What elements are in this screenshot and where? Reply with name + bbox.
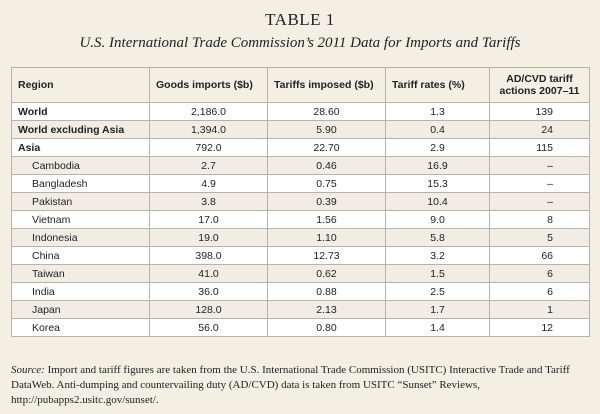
goods-imports-cell: 19.0 [149,228,268,247]
table-row: Cambodia 2.7 0.46 16.9 – [11,156,590,175]
tariff-rate-cell: 5.8 [385,228,490,247]
tariff-rate-cell: 1.4 [385,318,490,337]
table-row: China 398.0 12.73 3.2 66 [11,246,590,265]
tariff-rate-cell: 9.0 [385,210,490,229]
region-cell: India [11,282,150,301]
adcvd-actions-cell: 1 [489,300,590,319]
tariffs-imposed-cell: 0.88 [267,282,386,301]
tariffs-imposed-cell: 1.10 [267,228,386,247]
goods-imports-cell: 398.0 [149,246,268,265]
region-cell: Vietnam [11,210,150,229]
table-row: Korea 56.0 0.80 1.4 12 [11,318,590,337]
tariffs-imposed-cell: 0.39 [267,192,386,211]
adcvd-actions-cell: 6 [489,282,590,301]
goods-imports-cell: 128.0 [149,300,268,319]
trade-data-table: Region Goods imports ($b) Tariffs impose… [11,67,590,337]
adcvd-actions-cell: 12 [489,318,590,337]
region-cell: Asia [11,138,150,157]
adcvd-actions-cell: 139 [489,102,590,121]
goods-imports-cell: 41.0 [149,264,268,283]
region-cell: China [11,246,150,265]
adcvd-actions-cell: 5 [489,228,590,247]
adcvd-actions-cell: 115 [489,138,590,157]
table-row: Asia 792.0 22.70 2.9 115 [11,138,590,157]
table-row: India 36.0 0.88 2.5 6 [11,282,590,301]
source-label: Source: [11,364,45,376]
tariff-rate-cell: 15.3 [385,174,490,193]
column-header-adcvd-actions: AD/CVD tariff actions 2007–11 [489,67,590,103]
tariff-rate-cell: 1.5 [385,264,490,283]
goods-imports-cell: 17.0 [149,210,268,229]
table-row: World excluding Asia 1,394.0 5.90 0.4 24 [11,120,590,139]
header-row: Region Goods imports ($b) Tariffs impose… [11,67,590,103]
region-cell: World excluding Asia [11,120,150,139]
tariffs-imposed-cell: 0.80 [267,318,386,337]
tariff-rate-cell: 10.4 [385,192,490,211]
goods-imports-cell: 2,186.0 [149,102,268,121]
adcvd-actions-cell: – [489,174,590,193]
tariff-rate-cell: 1.3 [385,102,490,121]
table-title: TABLE 1 [265,10,335,29]
region-cell: Taiwan [11,264,150,283]
goods-imports-cell: 56.0 [149,318,268,337]
table-row: Indonesia 19.0 1.10 5.8 5 [11,228,590,247]
tariffs-imposed-cell: 0.62 [267,264,386,283]
goods-imports-cell: 792.0 [149,138,268,157]
tariff-rate-cell: 2.9 [385,138,490,157]
tariff-rate-cell: 3.2 [385,246,490,265]
table-row: Japan 128.0 2.13 1.7 1 [11,300,590,319]
adcvd-actions-cell: – [489,192,590,211]
adcvd-actions-cell: 24 [489,120,590,139]
adcvd-actions-cell: – [489,156,590,175]
tariff-rate-cell: 2.5 [385,282,490,301]
tariffs-imposed-cell: 5.90 [267,120,386,139]
adcvd-actions-cell: 66 [489,246,590,265]
goods-imports-cell: 2.7 [149,156,268,175]
column-header-tariffs-imposed: Tariffs imposed ($b) [267,67,386,103]
table-row: Pakistan 3.8 0.39 10.4 – [11,192,590,211]
goods-imports-cell: 4.9 [149,174,268,193]
column-header-goods-imports: Goods imports ($b) [149,67,268,103]
region-cell: Bangladesh [11,174,150,193]
tariffs-imposed-cell: 1.56 [267,210,386,229]
region-cell: Cambodia [11,156,150,175]
region-cell: Korea [11,318,150,337]
tariffs-imposed-cell: 0.75 [267,174,386,193]
tariffs-imposed-cell: 22.70 [267,138,386,157]
column-header-region: Region [11,67,150,103]
table-subtitle: U.S. International Trade Commission’s 20… [79,35,521,51]
goods-imports-cell: 1,394.0 [149,120,268,139]
tariff-rate-cell: 16.9 [385,156,490,175]
adcvd-actions-cell: 6 [489,264,590,283]
source-note: Source: Import and tariff figures are ta… [11,363,589,408]
table-row: Taiwan 41.0 0.62 1.5 6 [11,264,590,283]
tariff-rate-cell: 0.4 [385,120,490,139]
column-header-tariff-rates: Tariff rates (%) [385,67,490,103]
tariffs-imposed-cell: 2.13 [267,300,386,319]
region-cell: Indonesia [11,228,150,247]
tariffs-imposed-cell: 12.73 [267,246,386,265]
tariffs-imposed-cell: 28.60 [267,102,386,121]
goods-imports-cell: 3.8 [149,192,268,211]
region-cell: World [11,102,150,121]
source-text: Import and tariff figures are taken from… [11,364,570,406]
region-cell: Pakistan [11,192,150,211]
tariff-rate-cell: 1.7 [385,300,490,319]
table-row: Vietnam 17.0 1.56 9.0 8 [11,210,590,229]
adcvd-actions-cell: 8 [489,210,590,229]
region-cell: Japan [11,300,150,319]
table-row: Bangladesh 4.9 0.75 15.3 – [11,174,590,193]
tariffs-imposed-cell: 0.46 [267,156,386,175]
goods-imports-cell: 36.0 [149,282,268,301]
table-row: World 2,186.0 28.60 1.3 139 [11,102,590,121]
